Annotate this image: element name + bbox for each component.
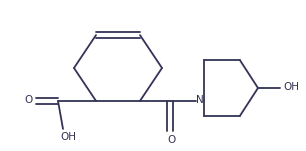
Text: O: O xyxy=(25,95,33,105)
Text: OH: OH xyxy=(283,82,299,92)
Text: N: N xyxy=(196,95,204,105)
Text: OH: OH xyxy=(60,132,76,142)
Text: O: O xyxy=(167,135,175,145)
